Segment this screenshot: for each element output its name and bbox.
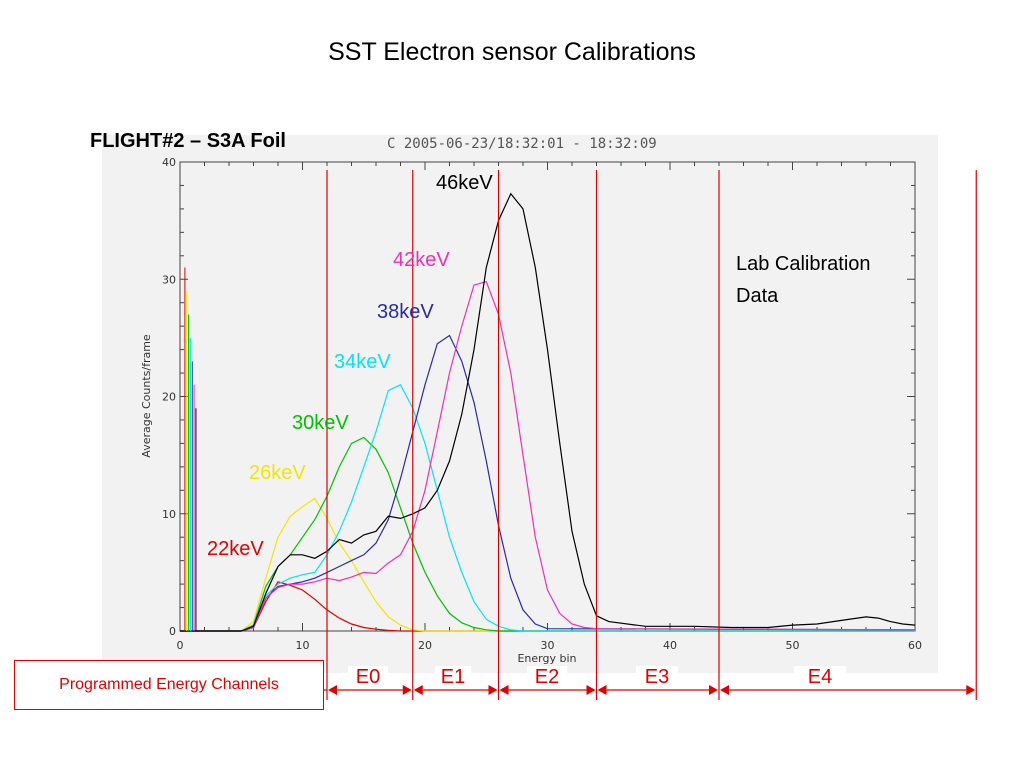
x-axis-label: Energy bin [517, 652, 576, 665]
channel-label-e3: E3 [636, 666, 678, 689]
x-tick-label: 30 [541, 639, 555, 652]
channels-box-label: Programmed Energy Channels [59, 676, 279, 693]
label-26kev: 26keV [249, 462, 306, 484]
series-lines [180, 192, 916, 632]
y-tick-label: 20 [162, 391, 176, 404]
y-tick-label: 0 [169, 625, 176, 638]
x-tick-label: 60 [908, 639, 922, 652]
label-22kev: 22keV [207, 538, 264, 560]
arrow-head-right [402, 685, 412, 695]
y-axis-label: Average Counts/frame [140, 334, 153, 458]
y-tick-label: 10 [162, 508, 176, 521]
x-tick-label: 50 [786, 639, 800, 652]
arrow-head-left [597, 685, 607, 695]
label-42kev: 42keV [393, 249, 450, 271]
plot-time-header: C 2005-06-23/18:32:01 - 18:32:09 [387, 136, 657, 152]
channel-label-e0: E0 [348, 666, 388, 689]
slide-title: SST Electron sensor Calibrations [328, 38, 696, 66]
series-line-34kev [180, 384, 915, 632]
arrow-head-left [499, 685, 509, 695]
x-tick-label: 0 [177, 639, 184, 652]
axis-ticks [179, 161, 916, 632]
series-line-46kev [180, 192, 916, 632]
label-34kev: 34keV [334, 351, 391, 373]
flight-label: FLIGHT#2 – S3A Foil [90, 130, 286, 152]
channel-boundaries [326, 170, 977, 700]
axis-tick-labels: 0 10 20 30 40 50 60 0 10 20 30 40 [162, 156, 922, 652]
arrow-head-right [966, 685, 976, 695]
arrow-head-right [586, 685, 596, 695]
x-tick-label: 40 [663, 639, 677, 652]
lab-note-line-1: Lab Calibration [736, 253, 871, 275]
arrow-head-left [413, 685, 423, 695]
label-38kev: 38keV [377, 301, 434, 323]
x-tick-label: 20 [418, 639, 432, 652]
label-30kev: 30keV [292, 412, 349, 434]
lab-calibration-note: Lab Calibration Data [736, 248, 871, 312]
plot-area-frame [179, 161, 916, 632]
series-line-22kev [180, 581, 915, 632]
plot-panel [102, 135, 938, 673]
channel-arrows [324, 685, 976, 695]
channel-label-e1: E1 [435, 666, 471, 689]
series-line-26kev [180, 497, 915, 632]
arrow-head-left [720, 685, 729, 695]
programmed-energy-channels-box: Programmed Energy Channels [14, 660, 324, 710]
channel-label-e2: E2 [527, 666, 567, 689]
lab-note-line-2: Data [736, 285, 779, 307]
arrow-head-right [709, 685, 718, 695]
y-tick-label: 30 [162, 273, 176, 286]
x-tick-label: 10 [296, 639, 310, 652]
label-46kev: 46keV [436, 172, 493, 194]
arrow-head-left [328, 685, 337, 695]
arrow-head-right [488, 685, 498, 695]
y-tick-label: 40 [162, 156, 176, 169]
channel-label-e4: E4 [794, 666, 846, 689]
